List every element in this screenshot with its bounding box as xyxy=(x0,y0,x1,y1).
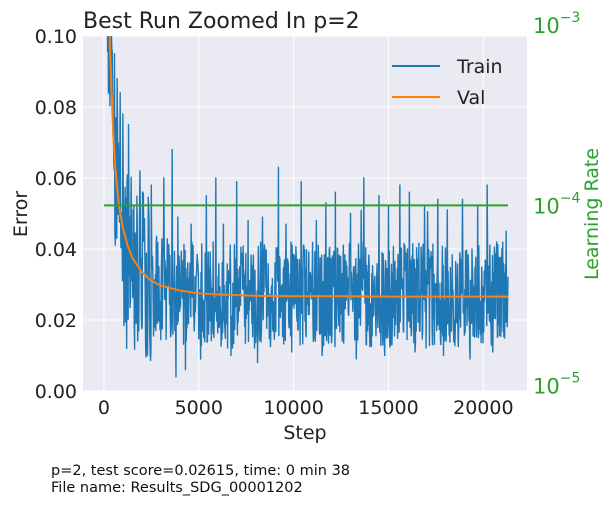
y-tick-label: 0.08 xyxy=(35,97,77,119)
caption-line-filename: File name: Results_SDG_00001202 xyxy=(51,480,303,496)
y-tick-label: 0.02 xyxy=(35,310,77,332)
x-tick-label: 20000 xyxy=(453,397,513,419)
y2-tick-label: 10−5 xyxy=(533,371,580,399)
val-series-line xyxy=(108,36,509,298)
y-tick-label: 0.04 xyxy=(35,239,77,261)
chart-title: Best Run Zoomed In p=2 xyxy=(83,9,360,34)
legend-item-val: Val xyxy=(392,87,485,109)
y2-tick-label: 10−4 xyxy=(533,190,580,218)
y2-axis-label: Learning Rate xyxy=(581,148,603,280)
caption: p=2, test score=0.02615, time: 0 min 38 … xyxy=(51,463,350,497)
y-tick-label: 0.06 xyxy=(35,168,77,190)
x-tick-label: 5000 xyxy=(175,397,223,419)
x-tick-label: 15000 xyxy=(358,397,418,419)
x-axis-label: Step xyxy=(283,422,326,444)
axes: 0 5000 10000 15000 20000 0.00 0.02 0.04 0.06 0.08… xyxy=(35,10,581,419)
y-tick-label: 0.00 xyxy=(35,381,77,403)
y2-tick-label: 10−3 xyxy=(533,10,580,38)
x-tick-label: 10000 xyxy=(263,397,323,419)
x-tick-label: 0 xyxy=(98,397,110,419)
legend-label: Val xyxy=(457,87,485,109)
legend-label: Train xyxy=(456,56,503,78)
legend-item-train: Train xyxy=(392,56,503,78)
train-series-line xyxy=(106,36,509,378)
legend: Train Val xyxy=(392,56,503,109)
series-layer xyxy=(106,36,509,378)
caption-line-score: p=2, test score=0.02615, time: 0 min 38 xyxy=(51,463,351,479)
y-axis-label: Error xyxy=(10,191,32,238)
y-tick-label: 0.10 xyxy=(35,26,77,48)
